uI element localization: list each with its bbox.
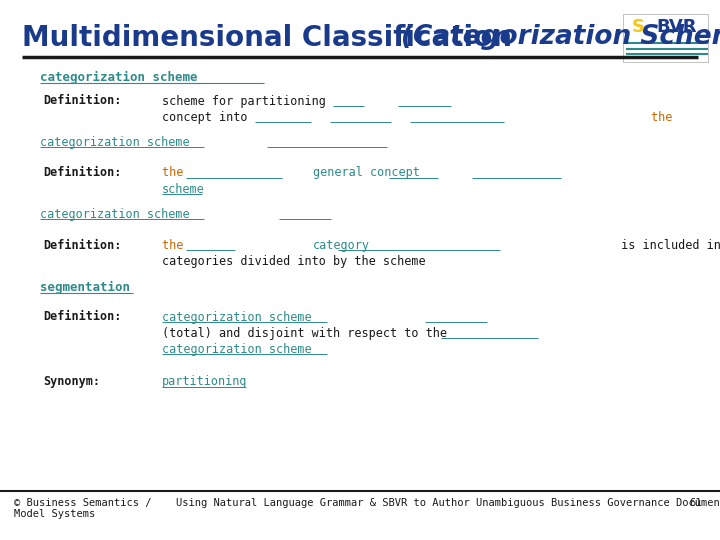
Text: categorization scheme: categorization scheme <box>162 343 312 356</box>
Text: categorization scheme: categorization scheme <box>40 71 197 84</box>
Text: Definition:: Definition: <box>43 166 122 179</box>
Text: Definition:: Definition: <box>43 239 122 252</box>
Text: Synonym:: Synonym: <box>43 375 100 388</box>
Text: categorization scheme: categorization scheme <box>40 208 189 221</box>
Text: general concept: general concept <box>312 166 420 179</box>
Text: categorization scheme: categorization scheme <box>162 310 312 323</box>
Text: category: category <box>312 239 369 252</box>
Text: S: S <box>632 18 645 36</box>
Text: the: the <box>652 111 680 124</box>
Text: (Categorization Schemes): (Categorization Schemes) <box>401 24 720 50</box>
Text: the: the <box>162 166 191 179</box>
Text: (total) and disjoint with respect to the: (total) and disjoint with respect to the <box>162 327 454 340</box>
Text: Definition:: Definition: <box>43 310 122 323</box>
Text: categorization scheme: categorization scheme <box>40 136 189 149</box>
Text: Multidimensional Classification: Multidimensional Classification <box>22 24 521 52</box>
Text: scheme: scheme <box>162 183 204 195</box>
Text: BVR: BVR <box>657 18 697 36</box>
Text: segmentation: segmentation <box>40 281 130 294</box>
Text: 61: 61 <box>690 498 702 508</box>
Text: the: the <box>162 239 191 252</box>
Text: partitioning: partitioning <box>162 375 248 388</box>
Text: is included in: is included in <box>613 239 720 252</box>
Text: concept into: concept into <box>162 111 255 124</box>
Text: categories divided into by the scheme: categories divided into by the scheme <box>162 255 426 268</box>
Text: © Business Semantics /
Model Systems: © Business Semantics / Model Systems <box>14 498 152 519</box>
Text: Definition:: Definition: <box>43 94 122 107</box>
FancyBboxPatch shape <box>623 14 708 62</box>
Text: Using Natural Language Grammar & SBVR to Author Unambiguous Business Governance : Using Natural Language Grammar & SBVR to… <box>176 498 720 508</box>
Text: scheme for partitioning: scheme for partitioning <box>162 94 333 107</box>
